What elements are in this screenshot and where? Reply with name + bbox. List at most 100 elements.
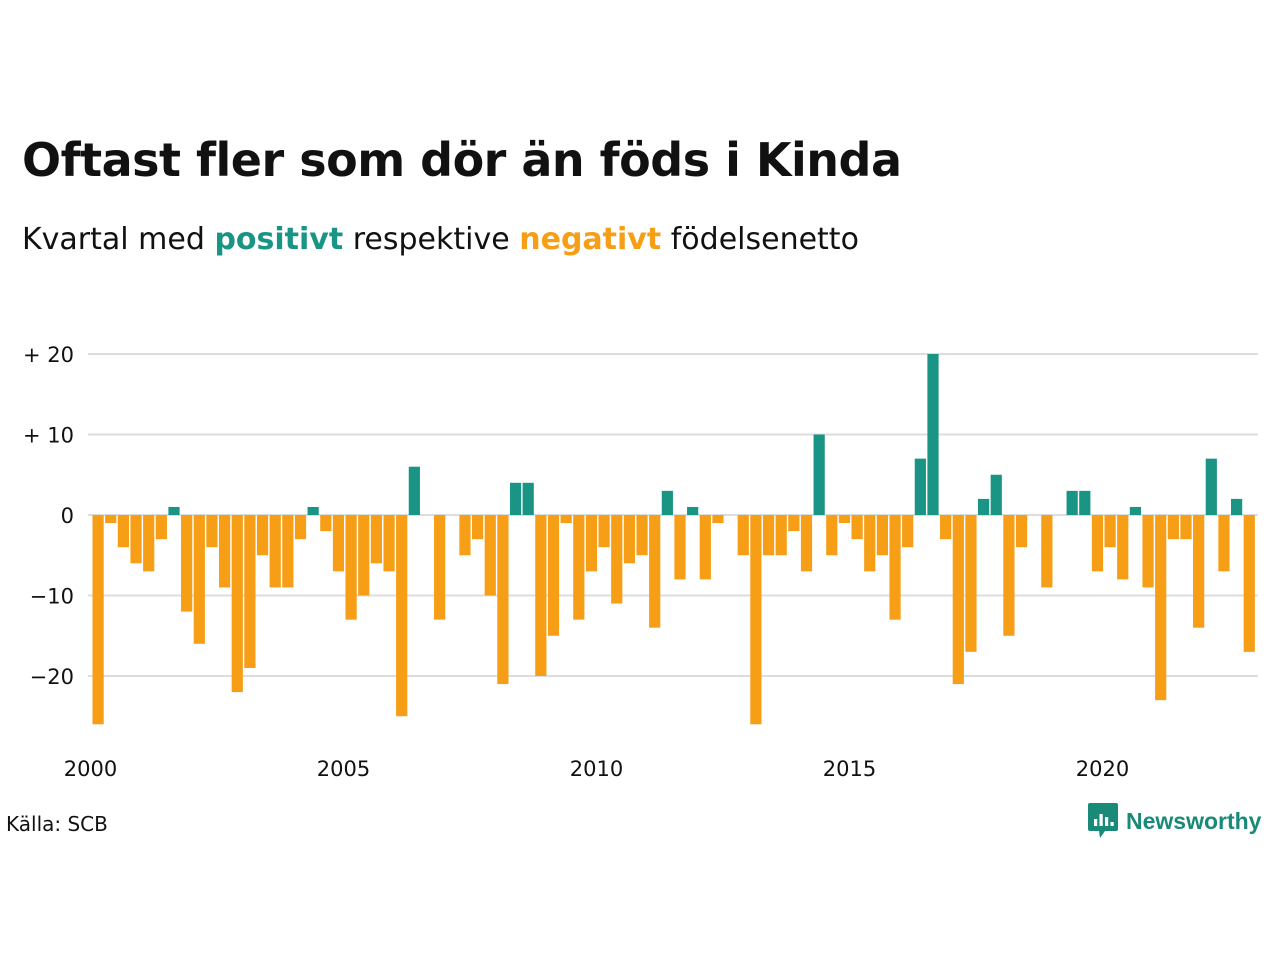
bar <box>256 515 269 556</box>
x-tick-label: 2020 <box>1076 757 1129 781</box>
subtitle-middle: respektive <box>352 222 510 257</box>
x-tick-label: 2005 <box>317 757 370 781</box>
bar <box>1015 515 1028 548</box>
bar <box>585 515 598 572</box>
y-tick-label: −20 <box>30 665 74 689</box>
bar <box>219 515 231 588</box>
y-tick-label: −10 <box>30 585 74 609</box>
x-tick-label: 2000 <box>64 757 117 781</box>
bar <box>383 515 395 572</box>
bar <box>914 458 926 515</box>
bar <box>611 515 623 604</box>
bar <box>143 515 155 572</box>
bar <box>775 515 787 556</box>
bar <box>623 515 635 564</box>
bar <box>851 515 863 540</box>
bar <box>168 506 180 515</box>
subtitle-prefix: Kvartal med <box>22 222 205 257</box>
bar <box>294 515 307 540</box>
y-tick-label: 0 <box>61 504 74 528</box>
bar <box>864 515 876 572</box>
bar <box>649 515 661 628</box>
bar <box>1243 515 1255 652</box>
y-axis-ticks: + 20 + 10 0 −10 −20 <box>23 343 74 689</box>
y-tick-label: + 20 <box>23 343 74 367</box>
bar <box>788 515 800 532</box>
bar <box>978 498 990 515</box>
bar <box>889 515 901 620</box>
bar <box>1066 490 1078 515</box>
x-axis-ticks: 2000 2005 2010 2015 2020 <box>64 757 1129 781</box>
bar <box>838 515 851 524</box>
bar <box>434 515 446 620</box>
bar <box>674 515 686 580</box>
bar <box>712 515 724 524</box>
bar <box>193 515 205 644</box>
bar <box>244 515 256 668</box>
bars <box>92 354 1255 725</box>
chart-subtitle: Kvartal med positivt respektive negativt… <box>22 218 859 262</box>
bar <box>408 466 420 515</box>
bar <box>573 515 585 620</box>
logo-text: Newsworthy <box>1126 807 1262 834</box>
bar <box>1142 515 1154 588</box>
y-tick-label: + 10 <box>23 424 74 448</box>
bar <box>484 515 496 596</box>
bar <box>1155 515 1167 701</box>
bar <box>117 515 129 548</box>
bar <box>927 354 939 515</box>
bar <box>1041 515 1053 588</box>
bar <box>1003 515 1015 636</box>
bar <box>699 515 711 580</box>
source-note: Källa: SCB <box>6 812 108 836</box>
bar <box>320 515 332 532</box>
x-tick-label: 2010 <box>570 757 623 781</box>
bar <box>813 434 825 515</box>
bar <box>1104 515 1116 548</box>
bar <box>509 482 522 515</box>
bar <box>181 515 193 612</box>
bar <box>1205 458 1217 515</box>
bar <box>307 506 319 515</box>
x-tick-label: 2015 <box>823 757 876 781</box>
bar <box>990 474 1002 515</box>
bar <box>800 515 813 572</box>
bar <box>750 515 762 725</box>
bar <box>1091 515 1104 572</box>
newsworthy-logo-icon <box>1088 803 1118 838</box>
bar <box>687 506 699 515</box>
bar <box>876 515 888 556</box>
bar <box>345 515 357 620</box>
bar <box>1167 515 1179 540</box>
bar <box>826 515 838 556</box>
subtitle-negative-word: negativt <box>519 222 662 257</box>
bar <box>155 515 167 540</box>
bar <box>560 515 572 524</box>
bar <box>332 515 345 572</box>
bar <box>358 515 370 596</box>
bar <box>396 515 408 717</box>
bar <box>598 515 610 548</box>
bar <box>547 515 560 636</box>
bar <box>940 515 952 540</box>
bar <box>737 515 749 556</box>
bar <box>1218 515 1230 572</box>
bar <box>1231 498 1243 515</box>
chart-title: Oftast fler som dör än föds i Kinda <box>22 133 902 187</box>
bar <box>472 515 484 540</box>
bar <box>535 515 547 676</box>
bar <box>1180 515 1192 540</box>
bar <box>459 515 471 556</box>
bar <box>231 515 243 693</box>
bar <box>522 482 534 515</box>
bar <box>1117 515 1129 580</box>
subtitle-positive-word: positivt <box>214 222 344 257</box>
bar <box>92 515 104 725</box>
bar <box>497 515 509 685</box>
bar <box>370 515 382 564</box>
newsworthy-logo: Newsworthy <box>1088 803 1261 839</box>
bar <box>762 515 775 556</box>
bar <box>282 515 294 588</box>
bar <box>1193 515 1205 628</box>
subtitle-suffix: födelsenetto <box>670 222 859 257</box>
